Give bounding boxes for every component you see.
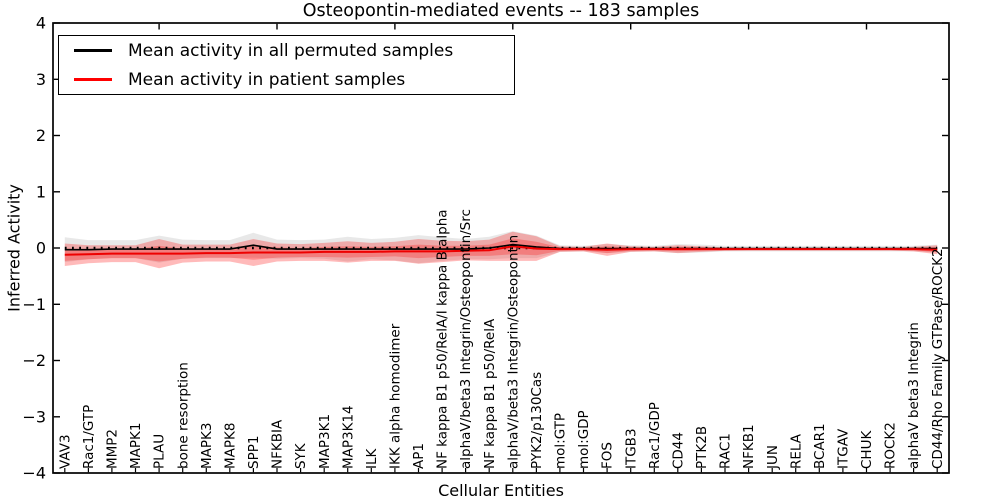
- x-tick-label: ILK: [364, 447, 380, 469]
- legend-item-patient: Mean activity in patient samples: [59, 66, 514, 94]
- patient-mean-line: [64, 245, 938, 256]
- y-tick-label: −1: [22, 295, 46, 314]
- x-tick-label: alphaV beta3 Integrin: [906, 322, 922, 469]
- x-tick-label: ROCK2: [883, 422, 899, 469]
- permuted-line-swatch: [74, 49, 112, 52]
- x-tick-label: PYK2/p130Cas: [529, 372, 545, 469]
- x-tick-label: SYK: [293, 442, 309, 469]
- y-tick-label: 4: [36, 14, 46, 33]
- x-tick-label: NF kappa B1 p50/RelA/I kappa B alpha: [435, 209, 451, 469]
- y-tick-label: 3: [36, 70, 46, 89]
- legend-label: Mean activity in patient samples: [128, 69, 406, 90]
- x-tick-label: ITGB3: [623, 428, 639, 469]
- x-tick-label: MAP3K14: [340, 405, 356, 469]
- x-tick-label: BCAR1: [812, 423, 828, 469]
- x-tick-label: CHUK: [859, 430, 875, 469]
- y-tick-label: −3: [22, 407, 46, 426]
- y-tick-label: 2: [36, 126, 46, 145]
- x-tick-label: NFKBIA: [270, 419, 286, 469]
- y-tick-label: 1: [36, 182, 46, 201]
- legend: Mean activity in all permuted samples Me…: [58, 35, 515, 95]
- legend-label: Mean activity in all permuted samples: [128, 40, 454, 61]
- x-tick-label: CD44: [670, 432, 686, 469]
- axes-frame: [52, 22, 950, 474]
- x-tick-label: NF kappa B1 p50/RelA: [482, 318, 498, 469]
- x-tick-label: alphaV/beta3 Integrin/Osteopontin: [505, 235, 521, 469]
- x-tick-label: mol:GDP: [576, 410, 592, 469]
- y-tick-label: −4: [22, 464, 46, 483]
- x-tick-label: MAPK8: [222, 423, 238, 469]
- x-tick-label: JUN: [765, 445, 781, 470]
- y-axis-label: Inferred Activity: [4, 184, 24, 312]
- patient-line-swatch: [74, 78, 112, 81]
- permuted-samples-std-band: [64, 231, 938, 264]
- chart-title: Osteopontin-mediated events -- 183 sampl…: [302, 1, 700, 21]
- x-tick-label: Rac1/GTP: [81, 405, 97, 469]
- x-tick-label: mol:GTP: [553, 413, 569, 469]
- x-tick-label: alphaV/beta3 Integrin/Osteopontin/Src: [458, 209, 474, 469]
- patient-samples-std-inner-band: [64, 238, 938, 262]
- x-tick-label: CD44/Rho Family GTPase/ROCK2: [930, 248, 946, 469]
- x-tick-label: Rac1/GDP: [647, 402, 663, 469]
- x-tick-label: RELA: [788, 433, 804, 469]
- x-tick-label: VAV3: [57, 434, 73, 469]
- x-tick-label: PTK2B: [694, 426, 710, 469]
- x-tick-label: MAP3K1: [317, 414, 333, 469]
- x-tick-label: PLAU: [152, 434, 168, 469]
- x-tick-label: IKK alpha homodimer: [388, 323, 404, 469]
- patient-samples-std-outer-band: [64, 231, 938, 269]
- x-tick-label: SPP1: [246, 436, 262, 469]
- x-tick-label: MAPK1: [128, 423, 144, 469]
- y-tick-label: −2: [22, 351, 46, 370]
- x-tick-label: bone resorption: [175, 362, 191, 469]
- x-tick-label: ITGAV: [836, 428, 852, 469]
- x-tick-label: FOS: [600, 442, 616, 469]
- y-tick-label: 0: [36, 239, 46, 258]
- x-tick-label: RAC1: [718, 433, 734, 469]
- x-axis-label: Cellular Entities: [438, 481, 564, 500]
- legend-item-permuted: Mean activity in all permuted samples: [59, 37, 514, 65]
- x-tick-label: AP1: [411, 443, 427, 469]
- x-tick-label: NFKB1: [741, 424, 757, 469]
- x-tick-label: MMP2: [105, 429, 121, 469]
- x-tick-label: MAPK3: [199, 423, 215, 469]
